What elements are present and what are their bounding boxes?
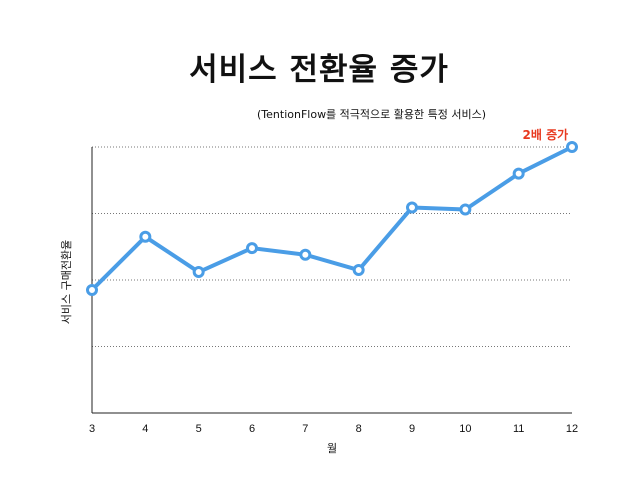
data-point [406,201,418,214]
x-tick-label: 12 [566,423,578,435]
grid-lines [92,146,572,347]
data-point [86,283,98,296]
x-tick-label: 7 [302,423,308,435]
x-tick-labels: 3 4 5 6 7 8 9 10 11 12 [89,423,578,435]
x-tick-label: 11 [513,423,524,435]
x-tick-label: 6 [249,423,255,435]
data-point [299,248,312,261]
x-axis-label: 월 [327,442,337,455]
x-tick-label: 4 [142,423,148,435]
y-axis-label: 서비스 구매전환율 [60,240,73,324]
annotation-label: 2배 증가 [523,127,569,142]
x-tick-label: 5 [196,423,202,435]
x-tick-label: 8 [356,423,362,435]
x-tick-label: 10 [459,423,471,435]
data-point [459,203,472,216]
series-line [90,145,574,292]
x-tick-label: 3 [89,423,95,435]
chart-subtitle: (TentionFlow를 적극적으로 활용한 특정 서비스) [257,108,487,121]
data-point [566,141,578,153]
data-point [139,230,152,243]
data-point [192,266,205,279]
chart-title: 서비스 전환율 증가 [189,52,449,88]
data-point [512,167,525,180]
data-point [246,242,258,255]
data-points [86,141,578,296]
x-tick-label: 9 [409,423,415,435]
data-point [352,264,365,277]
